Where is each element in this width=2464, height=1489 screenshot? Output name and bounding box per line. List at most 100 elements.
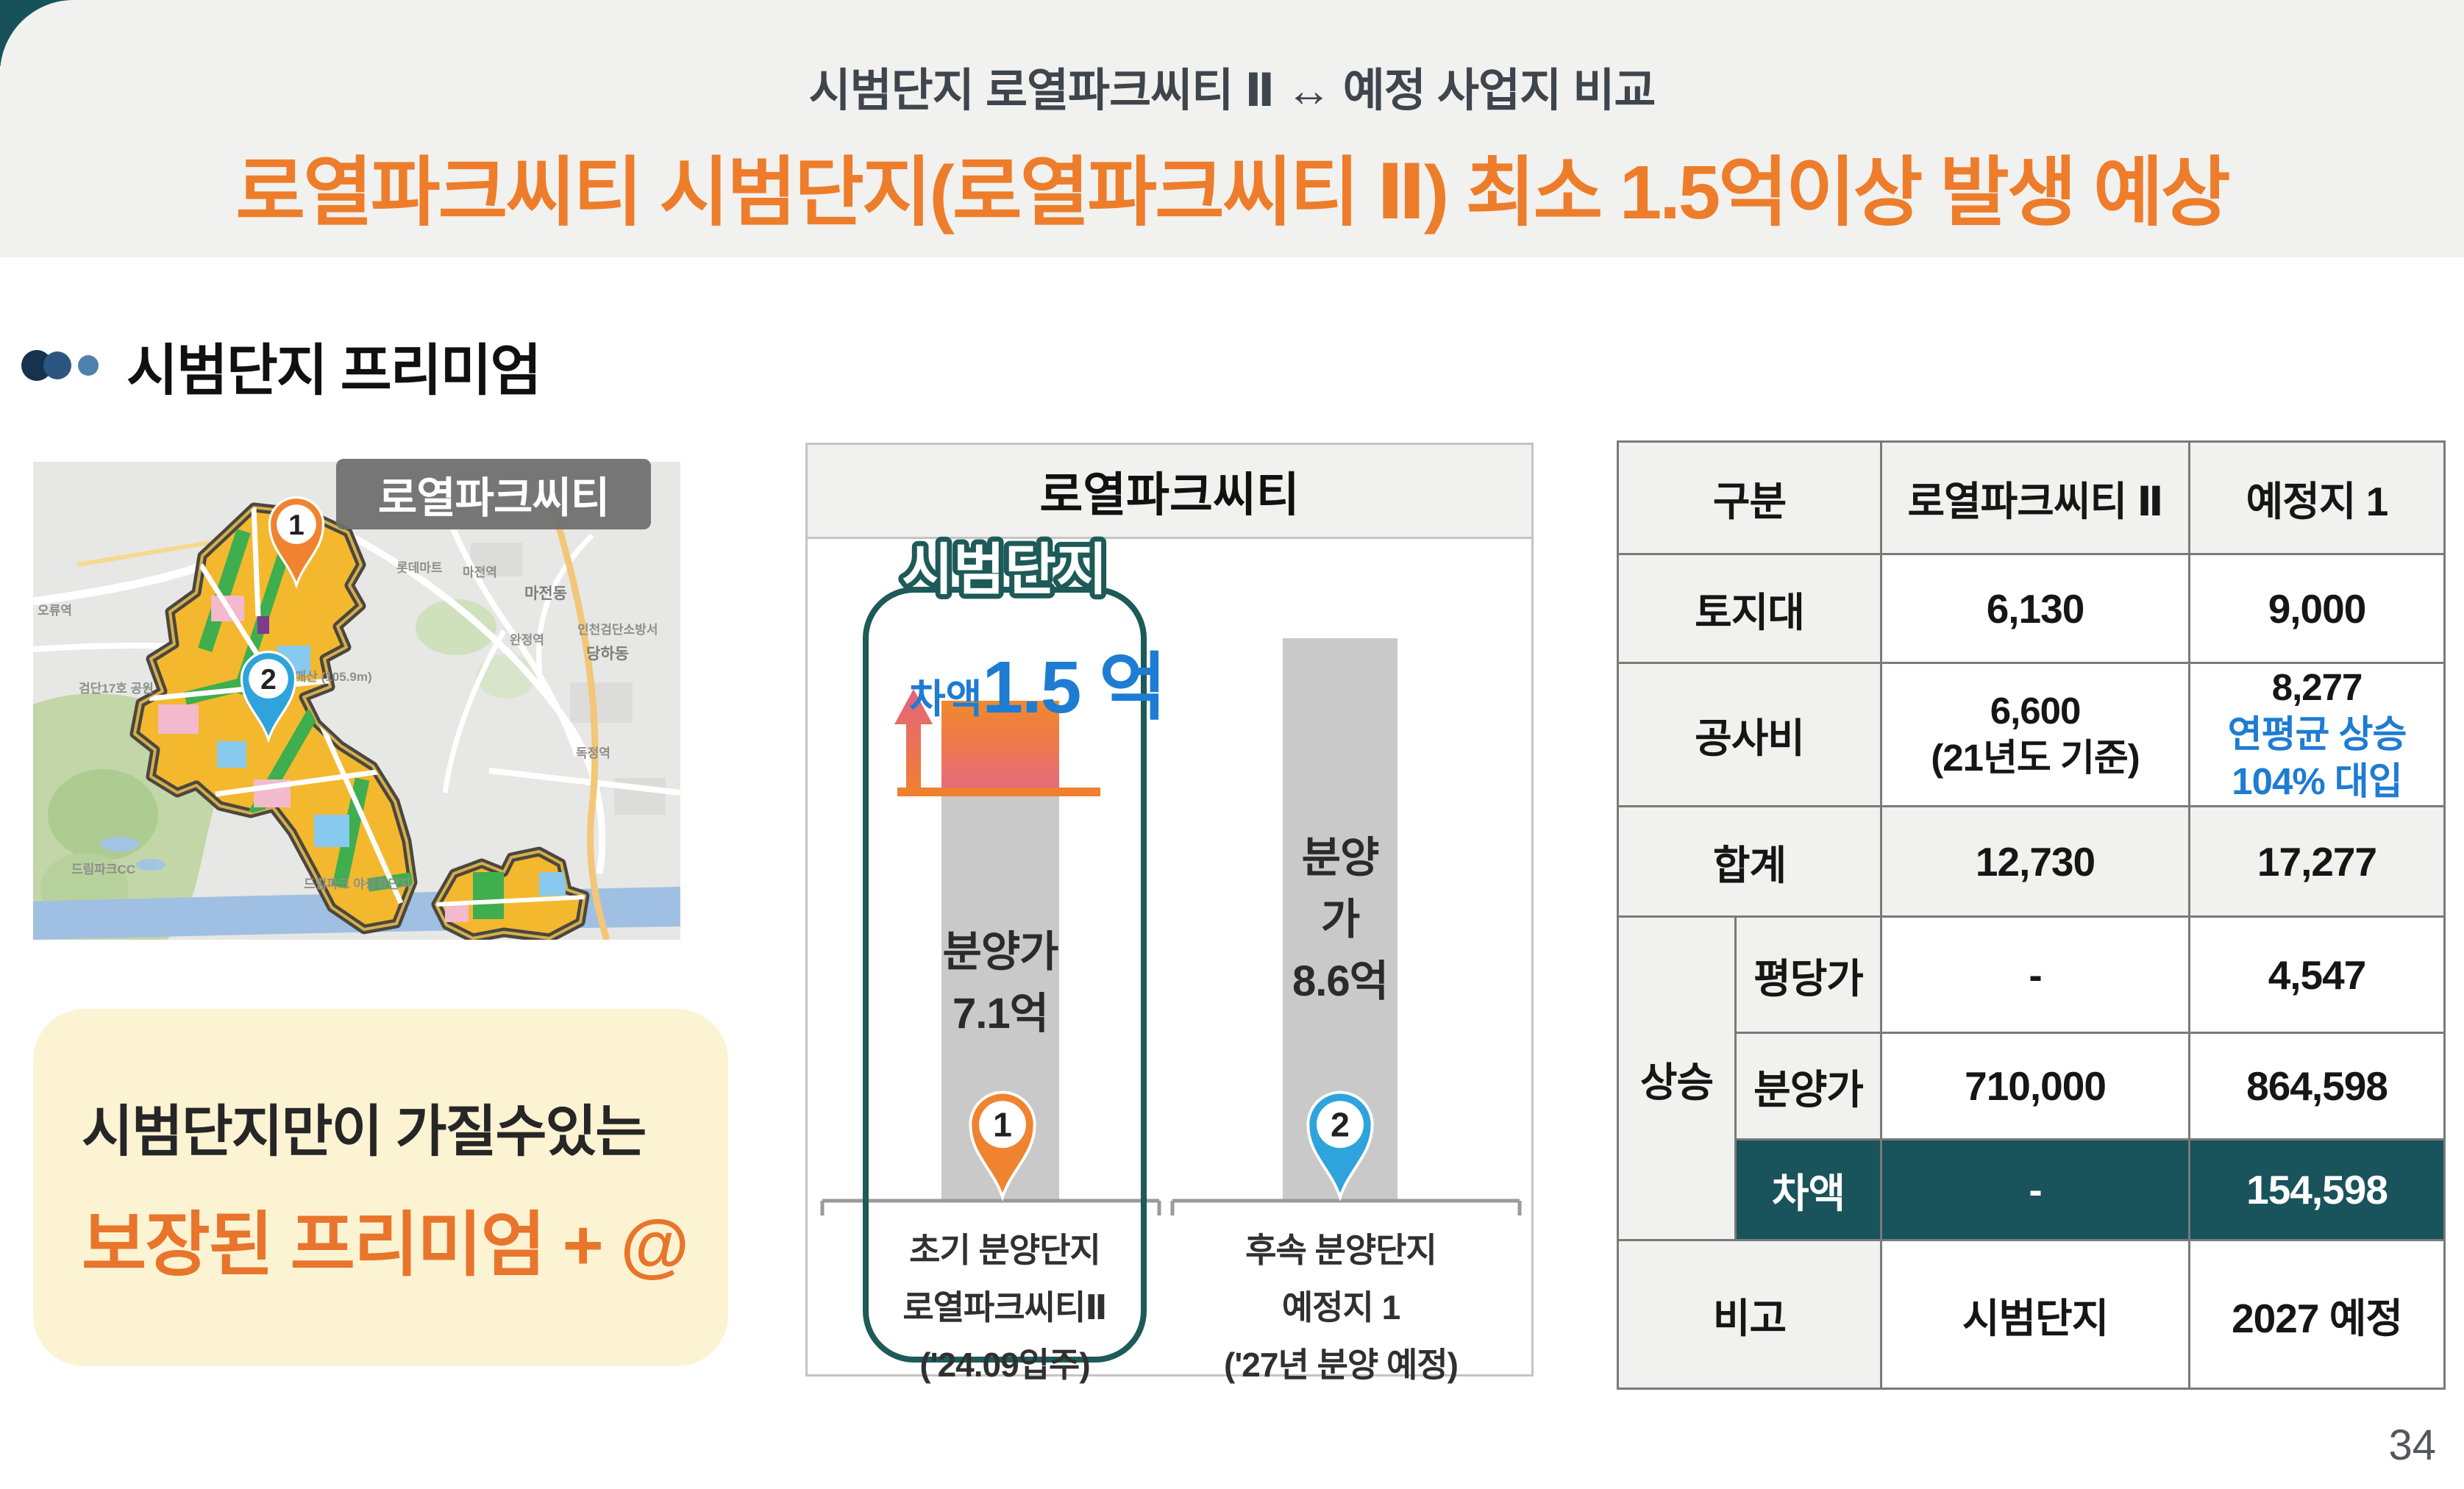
map-panel: 오류역 롯데마트 마전역 마전동 인천검단소방서 완정역 당하동 할매산 (10…	[33, 459, 680, 940]
map-marker-2-icon: 2	[240, 651, 297, 743]
td-construction-label: 공사비	[1616, 662, 1883, 807]
map-marker-2-number: 2	[260, 664, 277, 696]
cat2-line1: 후속 분양단지	[1245, 1231, 1437, 1269]
chart-marker-2-icon: 2	[1306, 1090, 1374, 1201]
map-parcels	[149, 507, 413, 904]
up-arrow-icon	[894, 689, 933, 796]
comparison-table: 구분 로열파크씨티 Ⅱ 예정지 1 토지대 6,130 9,000 공사비 6,…	[1616, 440, 2446, 1390]
map-marker-1-number: 1	[288, 510, 305, 541]
map-label: 인천검단소방서	[577, 623, 658, 637]
premium-base-line	[897, 788, 1100, 796]
price-chart-panel: 로열파크씨티 시범단지 차액1.5 억	[805, 443, 1534, 1384]
chart-marker-1-icon: 1	[969, 1090, 1036, 1201]
pilot-badge-label: 시범단지	[902, 539, 1108, 601]
map-label: 드림파크CC	[71, 863, 135, 876]
table-row-difference: 차액 - 154,598	[1618, 1138, 2446, 1241]
map-label: 검단17호 공원	[79, 682, 154, 696]
cat1-line3: ('24.09입주)	[919, 1346, 1090, 1384]
map-label: 마전동	[524, 585, 567, 602]
map-image: 오류역 롯데마트 마전역 마전동 인천검단소방서 완정역 당하동 할매산 (10…	[33, 462, 680, 940]
pilot-highlight-rect	[863, 587, 1147, 1363]
x-axis	[820, 1199, 1522, 1215]
pilot-badge: 시범단지	[897, 534, 1113, 607]
td-perpyeong-v1: -	[1880, 915, 2191, 1034]
chart-marker-1-number: 1	[993, 1106, 1012, 1144]
td-land-label: 토지대	[1616, 553, 1883, 664]
td-sale-v2: 864,598	[2188, 1032, 2446, 1140]
td-total-v2: 17,277	[2188, 805, 2446, 918]
table-row-total: 합계 12,730 17,277	[1616, 805, 2446, 918]
construction-v2-line3: 104% 대입	[2232, 760, 2402, 802]
chart-body: 시범단지 차액1.5 억 분양가 7.1억	[808, 534, 1531, 1384]
page-number: 34	[2388, 1421, 2436, 1469]
td-diff-v2: 154,598	[2188, 1138, 2446, 1241]
bar1-value-line2: 7.1억	[953, 990, 1049, 1038]
table-row-land: 토지대 6,130 9,000	[1616, 553, 2446, 664]
th-gubun: 구분	[1616, 440, 1883, 555]
td-note-v1: 시범단지	[1880, 1239, 2191, 1390]
table-row-note: 비고 시범단지 2027 예정	[1616, 1239, 2446, 1390]
td-note-v2: 2027 예정	[2188, 1239, 2446, 1390]
map-label: 드림파크 야생화단지	[304, 877, 410, 891]
bar2-value-label: 분양가 8.6억	[1283, 827, 1397, 1013]
premium-callout: 시범단지만이 가질수있는 보장된 프리미엄 + @	[33, 1009, 728, 1366]
map-place-labels: 오류역 롯데마트 마전역 마전동 인천검단소방서 완정역 당하동 할매산 (10…	[38, 561, 658, 891]
bar2-value-line1: 분양가	[1301, 834, 1380, 943]
td-sale-v1: 710,000	[1880, 1032, 2191, 1140]
page-title: 로열파크씨티 시범단지(로열파크씨티 Ⅱ) 최소 1.5억이상 발생 예상	[235, 150, 2230, 235]
cat2-line3: ('27년 분양 예정)	[1224, 1346, 1459, 1384]
td-land-v2: 9,000	[2188, 553, 2446, 664]
section-heading: 시범단지 프리미엄	[21, 325, 541, 406]
cat1-line2: 로열파크씨티Ⅱ	[902, 1288, 1107, 1326]
map-label: 당하동	[586, 646, 629, 663]
chart-title: 로열파크씨티	[808, 445, 1531, 539]
map-label: 독정역	[576, 746, 610, 760]
construction-v1-line2: (21년도 기준)	[1931, 737, 2140, 779]
category-label-1: 초기 분양단지 로열파크씨티Ⅱ ('24.09입주)	[863, 1221, 1147, 1393]
map-label: 롯데마트	[396, 561, 443, 575]
premium-gap-box	[941, 701, 1059, 788]
construction-v2-line2: 연평균 상승	[2227, 713, 2407, 755]
td-note-label: 비고	[1616, 1239, 1883, 1390]
map-title-badge: 로열파크씨티	[336, 459, 651, 529]
map-label: 마전역	[463, 565, 497, 579]
category-label-2: 후속 분양단지 예정지 1 ('27년 분양 예정)	[1197, 1221, 1484, 1393]
construction-v1-line1: 6,600	[1990, 690, 2082, 732]
td-diff-label: 차액	[1734, 1138, 1883, 1241]
bar1-value-label: 분양가 7.1억	[941, 921, 1059, 1045]
td-perpyeong-label: 평당가	[1734, 915, 1883, 1034]
section-heading-label: 시범단지 프리미엄	[127, 340, 541, 402]
chart-marker-2-number: 2	[1331, 1106, 1350, 1144]
td-total-v1: 12,730	[1880, 805, 2191, 918]
table-row-construction: 공사비 6,600 (21년도 기준) 8,277 연평균 상승 104% 대입	[1616, 662, 2446, 807]
th-yejungji1: 예정지 1	[2188, 440, 2446, 555]
td-sale-label: 분양가	[1734, 1032, 1883, 1140]
td-construction-v1: 6,600 (21년도 기준)	[1880, 662, 2191, 807]
map-label: 완정역	[510, 633, 544, 647]
header-band: 시범단지 로열파크씨티 Ⅱ ↔ 예정 사업지 비교 로열파크씨티 시범단지(로열…	[0, 0, 2464, 257]
td-land-v1: 6,130	[1880, 553, 2191, 664]
map-label: 할매산 (105.9m)	[283, 670, 372, 684]
td-total-label: 합계	[1616, 805, 1883, 918]
td-diff-v1: -	[1880, 1138, 2191, 1241]
diff-annotation: 차액1.5 억	[909, 627, 1167, 734]
header-subtitle: 시범단지 로열파크씨티 Ⅱ ↔ 예정 사업지 비교	[808, 65, 1656, 116]
table-row-perpyeong: 상승 평당가 - 4,547	[1617, 915, 2446, 1241]
th-royalparkcity2: 로열파크씨티 Ⅱ	[1880, 440, 2191, 555]
bar2-value-line2: 8.6억	[1292, 957, 1389, 1005]
diff-prefix: 차액	[909, 677, 983, 721]
callout-line2: 보장된 프리미엄 + @	[82, 1205, 689, 1285]
cat2-line2: 예정지 1	[1281, 1288, 1400, 1326]
td-construction-v2: 8,277 연평균 상승 104% 대입	[2188, 662, 2446, 807]
table-row-saleprice: 분양가 710,000 864,598	[1618, 1032, 2446, 1140]
diff-value: 1.5 억	[982, 646, 1167, 729]
construction-v2-line1: 8,277	[2271, 666, 2363, 708]
map-label: 오류역	[38, 604, 72, 618]
td-perpyeong-v2: 4,547	[2188, 915, 2446, 1034]
td-rise-label: 상승	[1617, 915, 1737, 1241]
table-row-header: 구분 로열파크씨티 Ⅱ 예정지 1	[1616, 440, 2446, 555]
map-marker-1-icon: 1	[268, 496, 325, 588]
bar1-value-line1: 분양가	[942, 928, 1058, 976]
callout-line1: 시범단지만이 가질수있는	[82, 1100, 647, 1163]
